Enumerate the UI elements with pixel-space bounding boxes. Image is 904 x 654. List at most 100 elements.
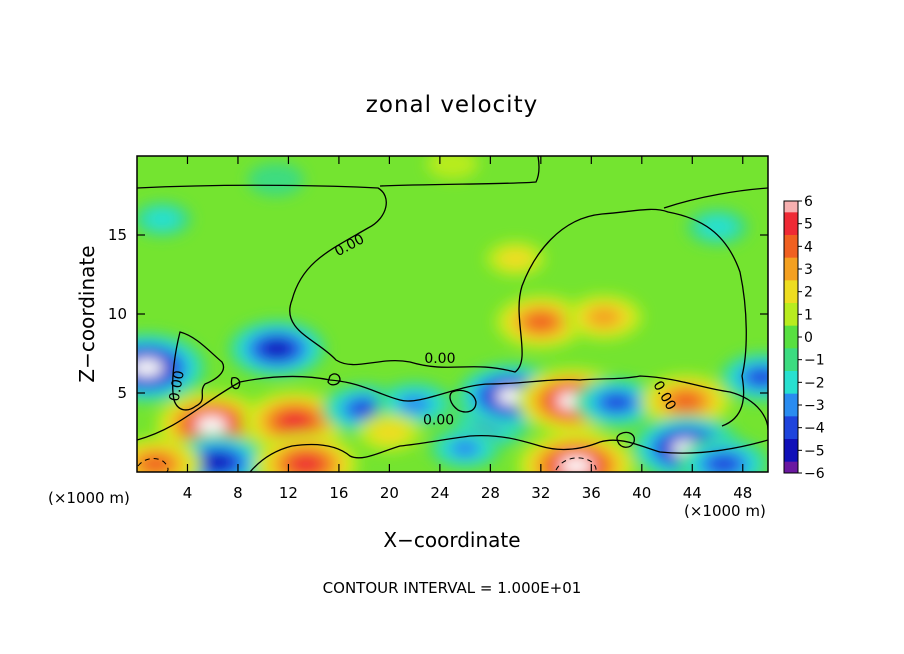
anomaly-level-2 bbox=[497, 248, 534, 270]
anomaly-level-5 bbox=[204, 454, 232, 471]
zero-contour-top bbox=[379, 156, 540, 187]
colorbar-segment bbox=[784, 201, 798, 213]
velocity-anomaly-negative bbox=[247, 162, 305, 197]
colorbar-segment bbox=[784, 235, 798, 247]
zero-contour-small-2 bbox=[616, 431, 635, 448]
neg-contour-bottom-center bbox=[555, 457, 597, 472]
zero-contour-upper bbox=[137, 184, 747, 427]
colorbar-segment bbox=[784, 291, 798, 304]
anomaly-level-4 bbox=[525, 312, 557, 331]
field-blur-group bbox=[137, 156, 768, 472]
x-unit-left: (×1000 m) bbox=[48, 489, 130, 507]
y-tick-label: 5 bbox=[117, 384, 127, 402]
velocity-anomaly-negative bbox=[137, 332, 207, 403]
velocity-anomaly-positive bbox=[564, 294, 644, 341]
anomaly-level-3 bbox=[587, 307, 621, 328]
anomaly-level-2 bbox=[698, 216, 737, 239]
zero-contour-left-blob bbox=[172, 331, 225, 411]
neg-contour-bottom-left bbox=[137, 458, 169, 472]
plot-area: 0.000.000.000.000.00 4 8 12 16 20 24 28 32 36 40 4… bbox=[108, 155, 769, 502]
anomaly-level-4 bbox=[670, 391, 702, 410]
anomaly-level-3 bbox=[397, 394, 432, 414]
velocity-anomaly-negative bbox=[574, 377, 660, 428]
anomaly-level-2 bbox=[370, 421, 409, 444]
colorbar-segment bbox=[784, 303, 798, 315]
anomaly-level-4 bbox=[350, 400, 379, 418]
colorbar-tick-label: 5 bbox=[804, 217, 813, 233]
contour-interval-note: CONTOUR INTERVAL = 1.000E+01 bbox=[323, 579, 582, 597]
zero-contour-small-1 bbox=[449, 389, 477, 413]
colorbar-segment bbox=[784, 382, 798, 395]
colorbar-tick-label: −1 bbox=[804, 353, 825, 369]
x-tick-label: 44 bbox=[683, 484, 702, 502]
x-tick-label: 16 bbox=[329, 484, 348, 502]
colorbar-segment bbox=[784, 416, 798, 429]
x-tick-label: 12 bbox=[279, 484, 298, 502]
x-tick-label: 28 bbox=[481, 484, 500, 502]
anomaly-level-5 bbox=[291, 455, 321, 472]
colorbar-segment bbox=[784, 461, 798, 474]
anomaly-core bbox=[137, 358, 164, 377]
y-axis-ticks: 5 10 15 bbox=[108, 226, 768, 402]
colorbar-tick-label: 0 bbox=[804, 330, 813, 346]
colorbar-tick-label: −3 bbox=[804, 398, 825, 414]
colorbar-tick-label: 2 bbox=[804, 285, 813, 301]
colorbar: 6 5 4 3 2 1 0 −1 −2 −3 −4 −5 −6 bbox=[783, 194, 825, 482]
colorbar-tick-label: 6 bbox=[804, 194, 813, 210]
x-tick-label: 36 bbox=[582, 484, 601, 502]
y-tick-label: 15 bbox=[108, 226, 127, 244]
anomaly-level-3 bbox=[449, 439, 481, 458]
velocity-anomaly-positive bbox=[494, 294, 587, 350]
anomaly-level-5 bbox=[280, 412, 310, 430]
anomaly-core bbox=[559, 456, 593, 472]
velocity-anomaly-positive bbox=[426, 156, 479, 180]
colorbar-segment bbox=[784, 439, 798, 451]
x-unit-right: (×1000 m) bbox=[684, 502, 766, 520]
anomaly-core bbox=[195, 416, 228, 433]
colorbar-tick-label: −4 bbox=[804, 421, 825, 437]
x-tick-label: 48 bbox=[733, 484, 752, 502]
colorbar-segment bbox=[784, 257, 798, 270]
x-tick-label: 20 bbox=[380, 484, 399, 502]
x-tick-label: 4 bbox=[183, 484, 193, 502]
colorbar-tick-label: 4 bbox=[804, 239, 813, 255]
colorbar-tick-label: 3 bbox=[804, 262, 813, 278]
colorbar-segment bbox=[784, 427, 798, 440]
velocity-anomaly-positive bbox=[640, 373, 732, 429]
y-axis-label: Z−coordinate bbox=[75, 245, 99, 382]
anomaly-level-4 bbox=[747, 368, 768, 386]
velocity-anomaly-positive bbox=[253, 432, 359, 472]
colorbar-segment bbox=[784, 280, 798, 293]
colorbar-segment bbox=[784, 223, 798, 236]
colorbar-segment bbox=[784, 314, 798, 327]
y-tick-label: 10 bbox=[108, 305, 127, 323]
colorbar-segment bbox=[784, 393, 798, 406]
velocity-anomaly-negative bbox=[227, 319, 327, 378]
x-tick-label: 24 bbox=[430, 484, 449, 502]
zero-contour-small-4 bbox=[230, 376, 241, 390]
velocity-anomaly-positive bbox=[485, 241, 546, 277]
colorbar-tick-label: −2 bbox=[804, 375, 825, 391]
chart-title: zonal velocity bbox=[366, 92, 538, 118]
colorbar-tick-label: 1 bbox=[804, 307, 813, 323]
anomaly-level-4 bbox=[708, 455, 740, 472]
anomaly-level-1 bbox=[426, 156, 479, 180]
colorbar-segment bbox=[784, 405, 798, 417]
contour-label: 0.00 bbox=[167, 369, 188, 402]
colorbar-segment bbox=[784, 337, 798, 349]
colorbar-segment bbox=[784, 269, 798, 281]
zero-contour-right bbox=[663, 187, 768, 209]
colorbar-tick-label: −6 bbox=[804, 466, 825, 482]
anomaly-level-1 bbox=[247, 162, 305, 197]
velocity-anomaly-positive bbox=[357, 413, 422, 452]
colorbar-segment bbox=[784, 348, 798, 361]
velocity-anomaly-negative bbox=[375, 380, 454, 428]
x-axis-ticks: 4 8 12 16 20 24 28 32 36 40 44 48 bbox=[183, 156, 752, 502]
zero-contour-small-3 bbox=[327, 373, 341, 386]
neg-contours bbox=[137, 457, 597, 472]
colorbar-segment bbox=[784, 325, 798, 338]
zero-contours bbox=[137, 156, 768, 472]
velocity-field bbox=[137, 156, 768, 472]
velocity-anomaly-negative bbox=[137, 201, 192, 237]
